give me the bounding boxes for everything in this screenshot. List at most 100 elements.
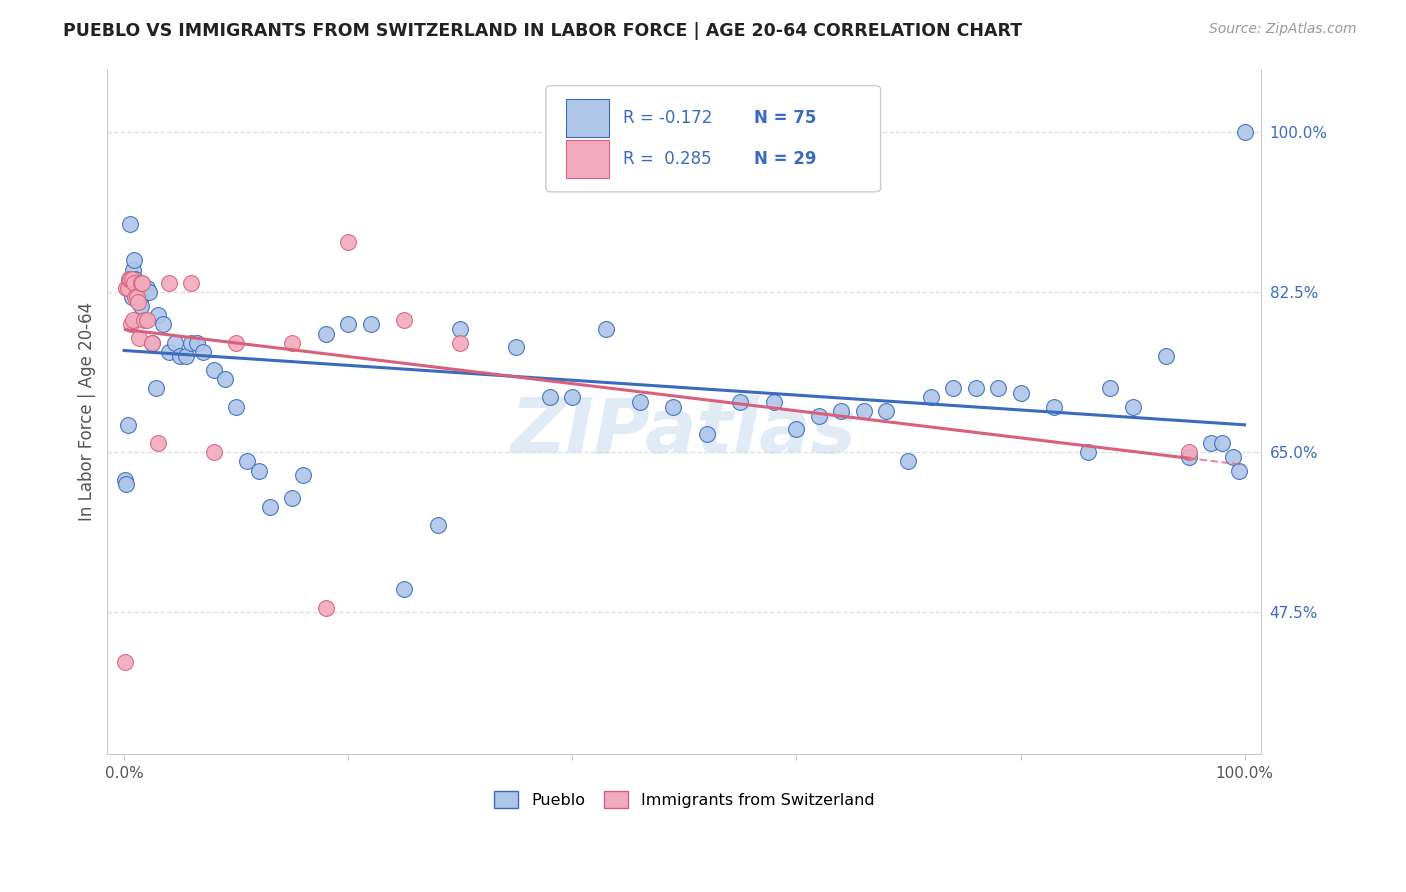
Point bbox=[134, 313, 156, 327]
Point bbox=[121, 271, 143, 285]
Point bbox=[128, 294, 150, 309]
Point bbox=[1222, 450, 1244, 464]
Y-axis label: In Labor Force | Age 20-64: In Labor Force | Age 20-64 bbox=[79, 301, 96, 521]
Point bbox=[1010, 385, 1032, 400]
Point bbox=[114, 473, 136, 487]
Point bbox=[852, 404, 875, 418]
Point bbox=[259, 500, 281, 515]
Point bbox=[117, 417, 139, 432]
Point bbox=[807, 409, 830, 423]
Point bbox=[337, 318, 360, 332]
Point bbox=[202, 363, 225, 377]
Point bbox=[115, 477, 138, 491]
Point bbox=[122, 313, 145, 327]
Point bbox=[987, 381, 1010, 395]
Point bbox=[292, 468, 315, 483]
FancyBboxPatch shape bbox=[565, 140, 609, 178]
Point bbox=[315, 600, 337, 615]
Point bbox=[157, 344, 180, 359]
Point bbox=[449, 335, 471, 350]
Point bbox=[152, 318, 174, 332]
Point bbox=[120, 281, 142, 295]
Point bbox=[180, 277, 202, 291]
Point bbox=[118, 271, 141, 285]
Point bbox=[1177, 450, 1199, 464]
Point bbox=[1233, 126, 1256, 140]
Point bbox=[121, 290, 143, 304]
Point bbox=[225, 400, 247, 414]
Point bbox=[449, 322, 471, 336]
Point bbox=[315, 326, 337, 341]
Point bbox=[1211, 436, 1233, 450]
Point bbox=[146, 308, 169, 322]
Point bbox=[1122, 400, 1144, 414]
Point bbox=[538, 391, 561, 405]
Point bbox=[1043, 400, 1066, 414]
Point bbox=[337, 235, 360, 249]
Point bbox=[125, 277, 148, 291]
Point bbox=[394, 313, 416, 327]
Point bbox=[214, 372, 236, 386]
Text: ZIPatlas: ZIPatlas bbox=[512, 395, 858, 469]
Point bbox=[127, 294, 149, 309]
Point bbox=[146, 436, 169, 450]
Point bbox=[696, 427, 718, 442]
Point bbox=[122, 262, 145, 277]
Point bbox=[128, 290, 150, 304]
Point bbox=[125, 290, 148, 304]
Point bbox=[127, 281, 149, 295]
Text: PUEBLO VS IMMIGRANTS FROM SWITZERLAND IN LABOR FORCE | AGE 20-64 CORRELATION CHA: PUEBLO VS IMMIGRANTS FROM SWITZERLAND IN… bbox=[63, 22, 1022, 40]
Point bbox=[561, 391, 583, 405]
Point bbox=[131, 277, 153, 291]
Point bbox=[628, 395, 651, 409]
Point bbox=[1177, 445, 1199, 459]
Point bbox=[141, 335, 163, 350]
Point bbox=[1154, 350, 1177, 364]
Point bbox=[505, 340, 527, 354]
FancyBboxPatch shape bbox=[546, 86, 880, 192]
Point bbox=[830, 404, 852, 418]
Point bbox=[157, 277, 180, 291]
Point bbox=[236, 454, 259, 468]
Text: R = -0.172: R = -0.172 bbox=[623, 109, 713, 128]
Point bbox=[169, 350, 191, 364]
Text: N = 75: N = 75 bbox=[754, 109, 815, 128]
Point bbox=[145, 381, 167, 395]
Point bbox=[394, 582, 416, 597]
Point bbox=[114, 656, 136, 670]
Point bbox=[875, 404, 897, 418]
Point bbox=[920, 391, 942, 405]
Point bbox=[180, 335, 202, 350]
Point bbox=[191, 344, 214, 359]
Point bbox=[174, 350, 197, 364]
Point bbox=[138, 285, 160, 300]
Point bbox=[134, 281, 156, 295]
Point bbox=[225, 335, 247, 350]
Legend: Pueblo, Immigrants from Switzerland: Pueblo, Immigrants from Switzerland bbox=[488, 785, 882, 814]
Point bbox=[1077, 445, 1099, 459]
Point bbox=[1199, 436, 1222, 450]
Text: Source: ZipAtlas.com: Source: ZipAtlas.com bbox=[1209, 22, 1357, 37]
Point bbox=[117, 281, 139, 295]
Point bbox=[124, 271, 146, 285]
Text: N = 29: N = 29 bbox=[754, 151, 815, 169]
Point bbox=[186, 335, 208, 350]
Point bbox=[122, 277, 145, 291]
Point bbox=[120, 318, 142, 332]
Point bbox=[131, 281, 153, 295]
Point bbox=[115, 281, 138, 295]
Point bbox=[141, 335, 163, 350]
Point bbox=[1227, 464, 1250, 478]
Point bbox=[124, 290, 146, 304]
Point bbox=[247, 464, 270, 478]
Point bbox=[163, 335, 186, 350]
Point bbox=[118, 217, 141, 231]
Point bbox=[129, 277, 152, 291]
Point bbox=[785, 422, 807, 436]
Point bbox=[360, 318, 382, 332]
Point bbox=[595, 322, 617, 336]
Point bbox=[942, 381, 965, 395]
Point bbox=[426, 518, 449, 533]
Point bbox=[118, 281, 141, 295]
Point bbox=[662, 400, 685, 414]
